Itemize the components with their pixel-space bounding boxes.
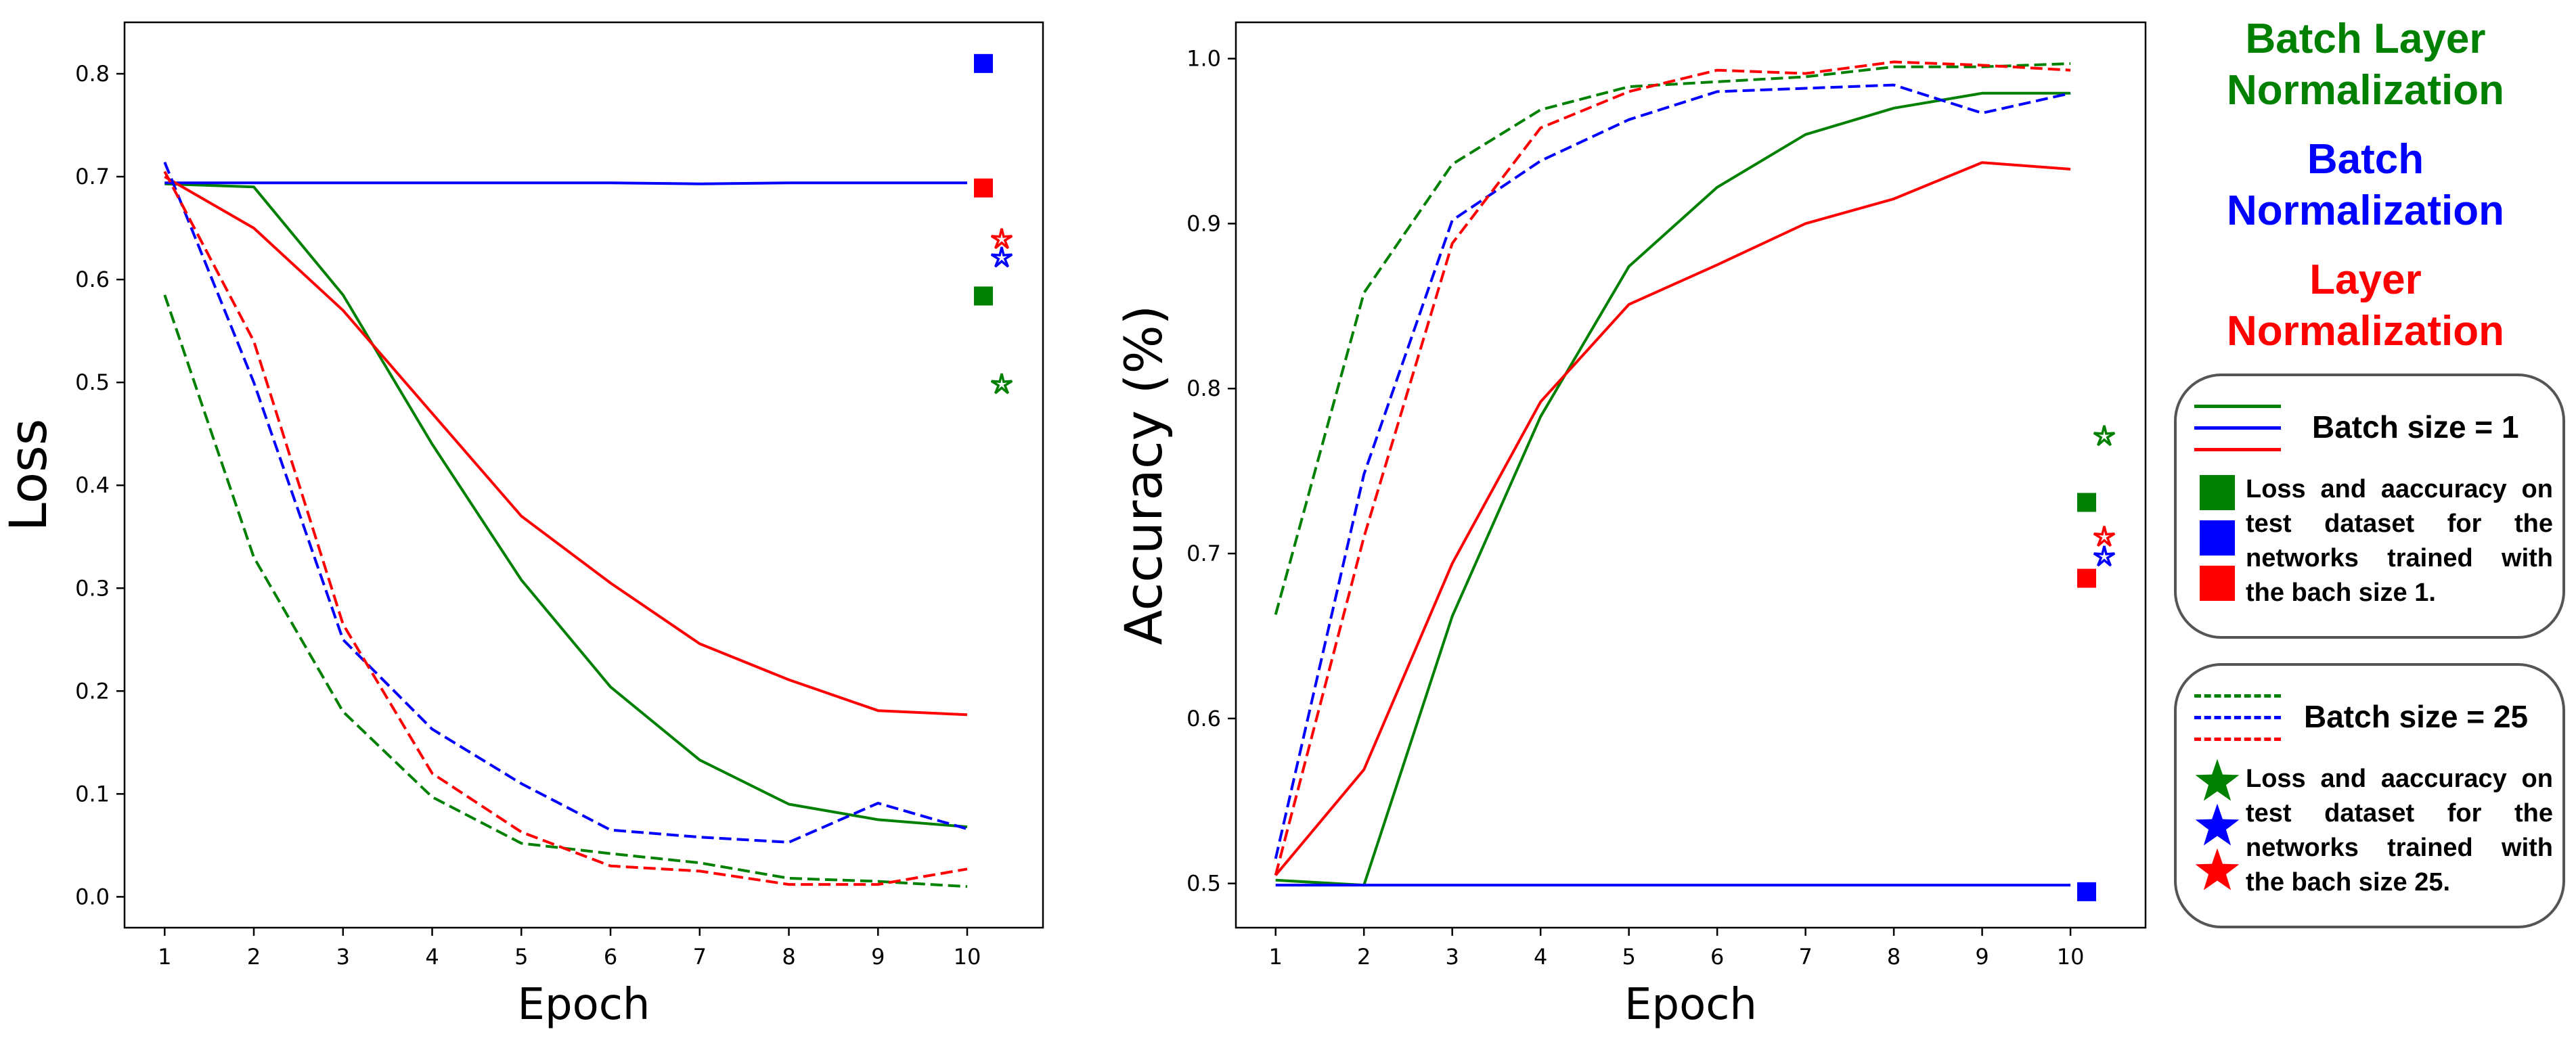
series-line-batch-normalization-bs25 [163,162,968,844]
test-star-marker-batch-layer-normalization [2093,425,2116,447]
test-square-marker-batch-normalization [2077,882,2096,901]
x-tick-label: 9 [871,944,885,970]
y-tick-label: 0.6 [75,267,110,292]
x-tick-label: 6 [604,944,617,970]
y-tick-label: 0.8 [75,61,110,87]
y-tick-label: 0.3 [75,575,110,601]
x-tick-label: 1 [1269,944,1283,970]
x-tick-label: 5 [1622,944,1635,970]
test-square-marker-layer-normalization [2077,568,2096,588]
star-shape [2195,759,2240,801]
legend-box-batch-size-1: Batch size = 1 Loss and aaccuracy on tes… [2174,374,2565,639]
test-star-marker-batch-layer-normalization [990,373,1013,394]
loss-chart: 1 2 3 4 5 6 7 8 9 10 0.0 0.1 0.2 0.3 0.4 0.5 0.6 0.7 0.8 Ep… [0,21,1044,1030]
y-tick-label: 1.0 [1186,46,1221,72]
x-tick-label: 3 [1446,944,1459,970]
y-tick-label: 0.5 [75,369,110,395]
legend-line-batch-norm-dashed [2194,716,2281,719]
test-square-marker-batch-layer-normalization [974,286,993,306]
x-tick-label: 2 [1357,944,1371,970]
x-tick-label: 7 [693,944,707,970]
series-line-batch-normalization-bs1 [164,181,967,185]
x-axis-label: Epoch [1624,980,1757,1030]
series-line-batch-layer-normalization-bs25 [1274,62,2071,615]
star-marker-icon-batch-norm [2195,803,2240,846]
x-tick-label: 8 [782,944,795,970]
test-square-marker-batch-layer-normalization [2077,493,2096,512]
legend-box-2-title: Batch size = 25 [2304,699,2529,734]
y-tick-label: 0.7 [75,164,110,189]
x-tick-label: 3 [336,944,350,970]
legend-box-2-description: Loss and aaccuracy on test dataset for t… [2246,765,2553,897]
legend-line-batch-layer-norm-solid [2194,405,2281,408]
y-axis-label: Accuracy (%) [1113,305,1174,646]
y-tick-label: 0.1 [75,781,110,807]
legend-box-batch-size-25: Batch size = 25 Loss and aaccuracy on te… [2174,663,2565,928]
y-tick-label: 0.9 [1186,210,1221,236]
x-tick-label: 2 [247,944,261,970]
series-line-batch-layer-normalization-bs1 [1275,91,2071,887]
legend-title-layer-norm: Layer Normalization [2227,256,2504,355]
x-tick-label: 10 [954,944,981,970]
x-tick-label: 8 [1887,944,1901,970]
square-marker-icon-batch-layer-norm [2200,475,2235,510]
x-tick-label: 10 [2057,944,2085,970]
x-tick-label: 1 [158,944,171,970]
series-line-layer-normalization-bs1 [164,175,968,717]
star-marker-icon-layer-norm [2195,848,2240,890]
y-tick-label: 0.2 [75,678,110,704]
test-star-marker-batch-normalization [2093,545,2116,567]
legend-line-batch-layer-norm-dashed [2194,694,2281,698]
star-shape [2195,848,2240,890]
test-star-marker-layer-normalization [2093,526,2116,547]
legend-box-1-description: Loss and aaccuracy on test dataset for t… [2246,475,2553,607]
star-shape [2195,803,2240,846]
x-tick-label: 7 [1798,944,1812,970]
star-marker-icon-batch-layer-norm [2195,759,2240,801]
x-tick-label: 5 [514,944,528,970]
y-tick-label: 0.5 [1186,871,1221,897]
axes-frame [123,21,1044,929]
test-star-marker-batch-normalization [990,246,1013,268]
square-marker-icon-batch-norm [2200,520,2235,556]
axes-frame [1235,21,2147,929]
series-line-batch-layer-normalization-bs25 [163,294,968,888]
legend-title-batch-layer-norm: Batch Layer Normalization [2227,16,2504,114]
y-tick-label: 0.4 [75,472,110,498]
series-line-layer-normalization-bs25 [163,171,968,886]
x-tick-label: 4 [425,944,439,970]
x-axis-label: Epoch [518,980,650,1030]
x-tick-label: 9 [1975,944,1989,970]
series-line-batch-layer-normalization-bs1 [164,182,968,828]
y-tick-label: 0.0 [75,884,110,909]
y-tick-label: 0.8 [1186,376,1221,401]
test-star-marker-layer-normalization [990,228,1013,250]
legend-line-layer-norm-dashed [2194,738,2281,741]
x-tick-label: 4 [1534,944,1547,970]
square-marker-icon-layer-norm [2200,566,2235,601]
legend-line-batch-norm-solid [2194,426,2281,430]
accuracy-chart: 1 2 3 4 5 6 7 8 9 10 0.5 0.6 0.7 0.8 0.9 1.0 Epoch Accura… [1113,21,2147,1030]
y-tick-label: 0.7 [1186,541,1221,566]
legend-box-1-title: Batch size = 1 [2312,409,2519,445]
test-square-marker-layer-normalization [974,178,993,198]
test-square-marker-batch-normalization [974,53,993,73]
legend-line-layer-norm-solid [2194,448,2281,451]
legend-title-batch-norm: Batch Normalization [2227,136,2504,234]
x-tick-label: 6 [1710,944,1724,970]
series-line-batch-normalization-bs25 [1274,83,2071,859]
series-line-layer-normalization-bs1 [1274,161,2071,876]
y-axis-label: Loss [0,419,58,532]
y-tick-label: 0.6 [1186,706,1221,731]
series-line-layer-normalization-bs25 [1274,60,2071,876]
